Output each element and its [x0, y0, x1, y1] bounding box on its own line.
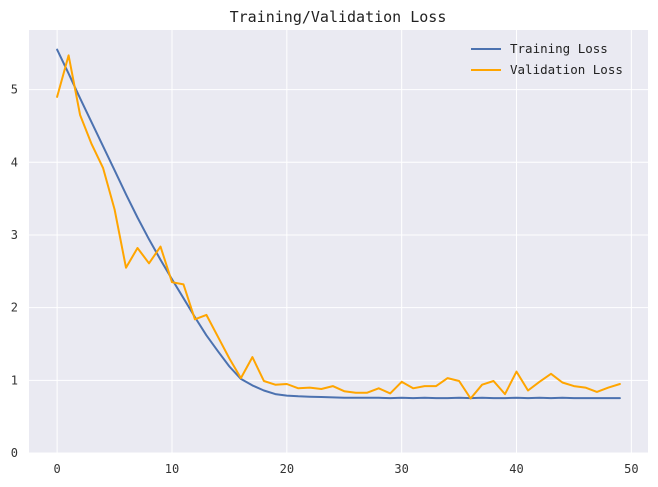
x-tick-label: 40 — [509, 462, 523, 476]
y-tick-label: 0 — [11, 446, 18, 460]
x-tick-label: 50 — [624, 462, 638, 476]
plot-area — [29, 30, 648, 453]
legend: Training Loss Validation Loss — [471, 41, 623, 77]
legend-label-0: Training Loss — [510, 41, 608, 56]
y-tick-label: 4 — [11, 155, 18, 169]
x-tick-label: 30 — [394, 462, 408, 476]
x-tick-label: 0 — [54, 462, 61, 476]
series-line-1 — [56, 54, 621, 400]
chart-title: Training/Validation Loss — [230, 8, 447, 26]
x-tick-label: 10 — [165, 462, 179, 476]
series-line-0 — [56, 48, 621, 400]
y-tick-label: 2 — [11, 301, 18, 315]
grid-lines — [29, 30, 648, 454]
legend-label-1: Validation Loss — [510, 62, 623, 77]
y-axis-ticks: 0 1 2 3 4 5 — [11, 83, 18, 460]
series-lines — [56, 48, 621, 400]
x-tick-label: 20 — [280, 462, 294, 476]
y-tick-label: 5 — [11, 83, 18, 97]
y-tick-label: 1 — [11, 373, 18, 387]
x-axis-ticks: 0 10 20 30 40 50 — [54, 462, 639, 476]
y-tick-label: 3 — [11, 228, 18, 242]
